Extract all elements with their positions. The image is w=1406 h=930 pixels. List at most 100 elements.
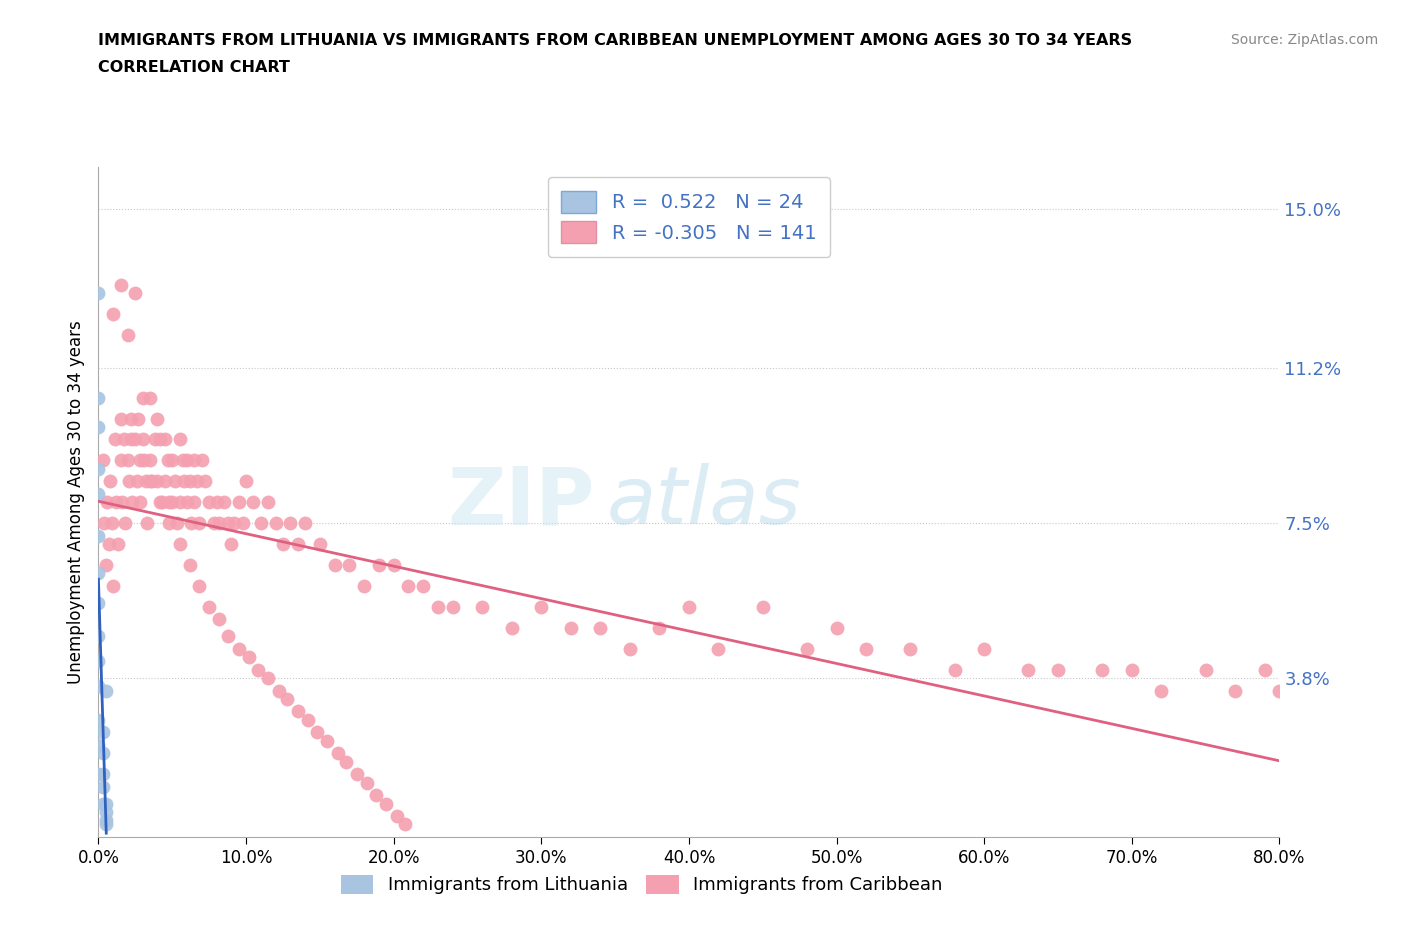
Point bbox=[427, 600, 450, 615]
Point bbox=[87, 391, 110, 405]
Point bbox=[149, 432, 172, 447]
Point bbox=[139, 474, 162, 489]
Point bbox=[125, 474, 148, 489]
Point bbox=[120, 432, 142, 447]
Point bbox=[112, 432, 135, 447]
Point bbox=[128, 495, 150, 510]
Point bbox=[267, 683, 290, 698]
Point bbox=[191, 453, 214, 468]
Point bbox=[87, 679, 110, 694]
Point bbox=[157, 516, 180, 531]
Point bbox=[346, 766, 368, 781]
Y-axis label: Unemployment Among Ages 30 to 34 years: Unemployment Among Ages 30 to 34 years bbox=[66, 320, 84, 684]
Point bbox=[162, 495, 183, 510]
Point bbox=[110, 411, 132, 426]
Point bbox=[134, 453, 156, 468]
Point bbox=[146, 411, 169, 426]
Point bbox=[153, 432, 176, 447]
Point bbox=[1223, 683, 1246, 698]
Point bbox=[139, 391, 162, 405]
Point bbox=[194, 474, 217, 489]
Point bbox=[103, 578, 125, 593]
Point bbox=[217, 516, 239, 531]
Text: CORRELATION CHART: CORRELATION CHART bbox=[98, 60, 290, 75]
Point bbox=[104, 432, 127, 447]
Point bbox=[257, 495, 280, 510]
Point bbox=[375, 796, 398, 811]
Point bbox=[87, 654, 110, 669]
Point bbox=[294, 516, 316, 531]
Point bbox=[132, 432, 155, 447]
Point bbox=[169, 432, 191, 447]
Point bbox=[149, 495, 172, 510]
Point bbox=[242, 495, 264, 510]
Point bbox=[796, 642, 818, 657]
Point bbox=[105, 495, 128, 510]
Point bbox=[127, 411, 149, 426]
Point bbox=[128, 453, 150, 468]
Point bbox=[169, 495, 191, 510]
Point bbox=[96, 495, 118, 510]
Point bbox=[91, 453, 114, 468]
Point bbox=[238, 650, 260, 665]
Point bbox=[179, 474, 201, 489]
Point bbox=[212, 495, 235, 510]
Point bbox=[335, 754, 357, 769]
Point bbox=[93, 516, 115, 531]
Point bbox=[186, 474, 208, 489]
Point bbox=[396, 578, 419, 593]
Point bbox=[224, 516, 246, 531]
Point bbox=[530, 600, 553, 615]
Point bbox=[121, 495, 143, 510]
Point bbox=[87, 419, 110, 434]
Text: atlas: atlas bbox=[606, 463, 801, 541]
Point bbox=[94, 817, 117, 832]
Point bbox=[246, 662, 269, 677]
Point bbox=[87, 766, 110, 781]
Point bbox=[141, 474, 163, 489]
Point bbox=[1195, 662, 1218, 677]
Point bbox=[589, 620, 612, 635]
Point bbox=[1091, 662, 1114, 677]
Point bbox=[973, 642, 995, 657]
Text: IMMIGRANTS FROM LITHUANIA VS IMMIGRANTS FROM CARIBBEAN UNEMPLOYMENT AMONG AGES 3: IMMIGRANTS FROM LITHUANIA VS IMMIGRANTS … bbox=[98, 33, 1133, 47]
Point bbox=[271, 537, 294, 551]
Point bbox=[135, 474, 157, 489]
Point bbox=[103, 307, 125, 322]
Point bbox=[1254, 662, 1277, 677]
Point bbox=[228, 642, 250, 657]
Point bbox=[118, 474, 141, 489]
Point bbox=[166, 516, 188, 531]
Point bbox=[172, 453, 194, 468]
Point bbox=[176, 495, 198, 510]
Point bbox=[337, 558, 360, 573]
Point bbox=[87, 595, 110, 610]
Point bbox=[1017, 662, 1039, 677]
Point bbox=[287, 704, 309, 719]
Point bbox=[110, 277, 132, 292]
Point bbox=[356, 776, 378, 790]
Point bbox=[91, 796, 114, 811]
Point bbox=[179, 558, 201, 573]
Point bbox=[228, 495, 250, 510]
Point bbox=[825, 620, 848, 635]
Point bbox=[412, 578, 434, 593]
Point bbox=[364, 788, 387, 803]
Point bbox=[94, 796, 117, 811]
Point bbox=[91, 779, 114, 794]
Point bbox=[707, 642, 730, 657]
Point bbox=[176, 453, 198, 468]
Point bbox=[678, 600, 700, 615]
Point bbox=[132, 391, 155, 405]
Point bbox=[198, 495, 221, 510]
Point bbox=[187, 516, 209, 531]
Point bbox=[235, 474, 257, 489]
Point bbox=[648, 620, 671, 635]
Point bbox=[157, 495, 180, 510]
Point bbox=[217, 629, 239, 644]
Point bbox=[87, 712, 110, 727]
Point bbox=[382, 558, 405, 573]
Point bbox=[183, 495, 205, 510]
Point bbox=[305, 725, 328, 740]
Point bbox=[198, 600, 221, 615]
